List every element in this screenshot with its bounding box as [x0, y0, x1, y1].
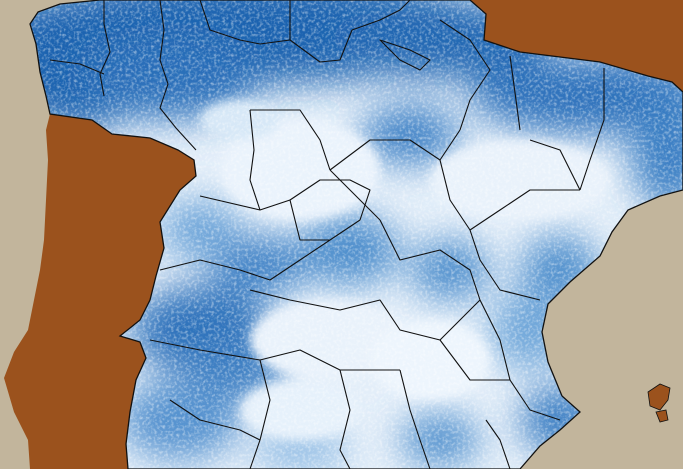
border-castilla-la-mancha	[379, 219, 481, 301]
border-central-east	[439, 159, 580, 231]
border-southeast	[439, 339, 510, 381]
border-basque	[379, 39, 431, 71]
portugal-land	[4, 114, 196, 469]
border-catalonia-inner	[529, 139, 581, 191]
border-catalonia-west	[579, 68, 605, 191]
border-madrid	[289, 179, 371, 241]
border-aragon-north	[509, 55, 521, 131]
border-andalusia-2	[339, 369, 351, 469]
border-galicia-north	[99, 0, 111, 97]
border-castilla-2	[329, 129, 461, 171]
border-galicia-east	[159, 0, 197, 151]
balearic-islet	[655, 409, 669, 423]
border-andalusia-3	[399, 369, 431, 469]
border-central-north	[250, 109, 331, 171]
border-south-coast	[169, 399, 261, 441]
border-north-coast-2	[289, 0, 353, 63]
border-galicia-inner	[49, 59, 105, 75]
border-north-coast-1	[199, 0, 291, 45]
border-north-coast-3	[351, 0, 411, 31]
border-navarra	[439, 19, 491, 131]
border-ceuta	[485, 419, 511, 469]
border-andalusia-north	[149, 339, 400, 371]
border-andalusia-1	[249, 359, 271, 469]
province-borders	[49, 0, 605, 469]
border-extremadura	[159, 239, 331, 281]
balearic-island	[647, 383, 671, 411]
border-west-central	[199, 195, 291, 211]
border-valencia	[469, 229, 541, 301]
france-land	[440, 0, 683, 92]
border-castilla-1	[249, 109, 261, 211]
